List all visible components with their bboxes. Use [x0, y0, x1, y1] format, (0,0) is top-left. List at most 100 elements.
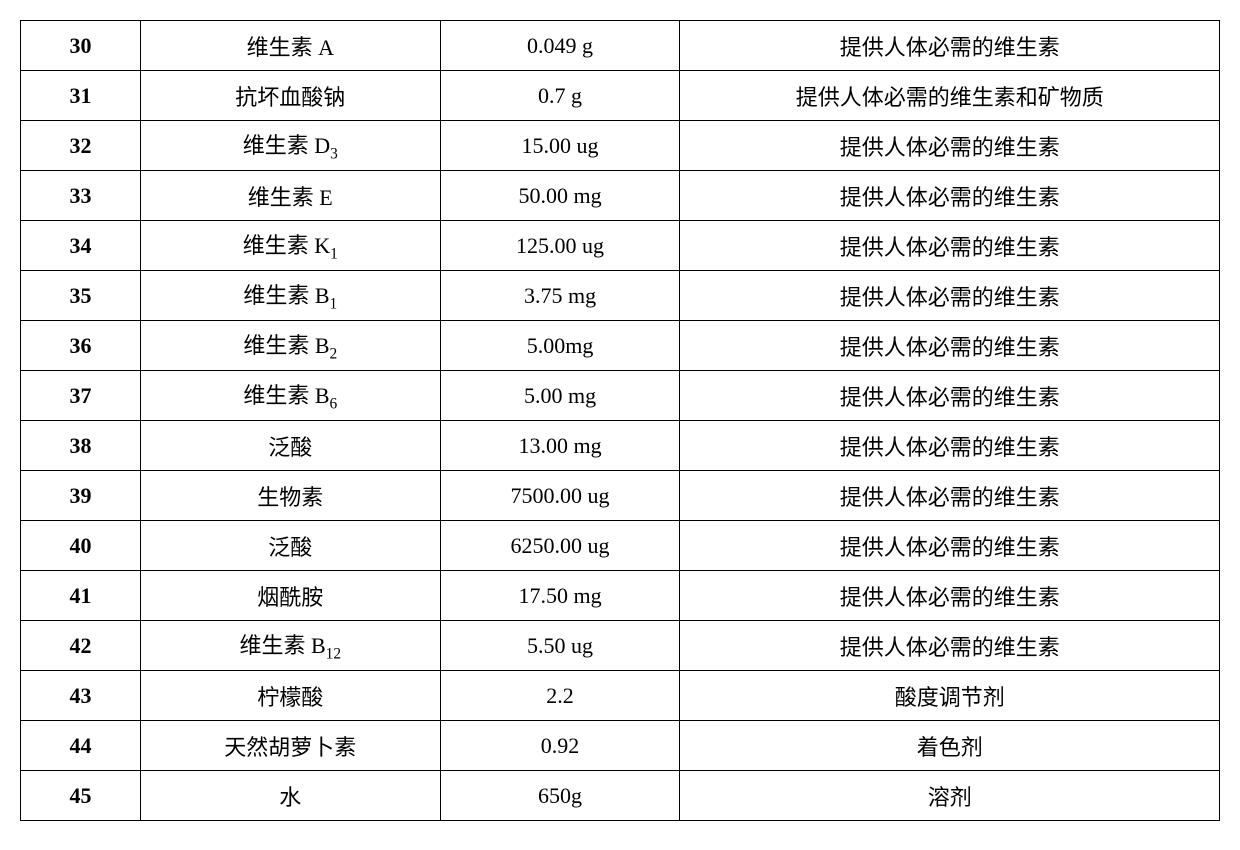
- table-body: 30维生素 A0.049 g提供人体必需的维生素31抗坏血酸钠0.7 g提供人体…: [21, 21, 1220, 821]
- amount: 5.00 mg: [440, 371, 680, 421]
- name-text: 维生素 B: [243, 283, 329, 308]
- name-text: 柠檬酸: [257, 685, 323, 710]
- ingredient-name: 烟酰胺: [140, 571, 440, 621]
- table-row: 30 维生素 A 0.049 g提供人体必需的维生素: [21, 21, 1220, 71]
- row-number: 35: [21, 271, 141, 321]
- row-number: 44: [21, 721, 141, 771]
- table-row: 36维生素 B25.00mg提供人体必需的维生素: [21, 321, 1220, 371]
- description: 提供人体必需的维生素: [680, 471, 1220, 521]
- ingredient-name: 生物素: [140, 471, 440, 521]
- ingredients-table: 30维生素 A0.049 g提供人体必需的维生素31抗坏血酸钠0.7 g提供人体…: [20, 20, 1220, 821]
- table-row: 35维生素 B13.75 mg提供人体必需的维生素: [21, 271, 1220, 321]
- table-row: 41 烟酰胺 17.50 mg提供人体必需的维生素: [21, 571, 1220, 621]
- amount: 50.00 mg: [440, 171, 680, 221]
- name-subscript: 1: [330, 295, 338, 312]
- name-text: 抗坏血酸钠: [235, 85, 345, 110]
- description: 提供人体必需的维生素: [680, 421, 1220, 471]
- table-row: 38泛酸13.00 mg提供人体必需的维生素: [21, 421, 1220, 471]
- description: 酸度调节剂: [680, 671, 1220, 721]
- amount: 15.00 ug: [440, 121, 680, 171]
- table-row: 37维生素 B65.00 mg提供人体必需的维生素: [21, 371, 1220, 421]
- name-subscript: 2: [330, 345, 338, 362]
- row-number: 43: [21, 671, 141, 721]
- description: 提供人体必需的维生素: [680, 271, 1220, 321]
- name-subscript: 1: [330, 245, 338, 262]
- amount: 0.7 g: [440, 71, 680, 121]
- name-text: 维生素 E: [248, 185, 333, 210]
- ingredient-name: 水: [140, 771, 440, 821]
- row-number: 30: [21, 21, 141, 71]
- amount: 0.049 g: [440, 21, 680, 71]
- ingredient-name: 维生素 D3: [140, 121, 440, 171]
- description: 提供人体必需的维生素: [680, 621, 1220, 671]
- row-number: 32: [21, 121, 141, 171]
- description: 提供人体必需的维生素: [680, 321, 1220, 371]
- name-text: 生物素: [257, 485, 323, 510]
- name-text: 维生素 B: [239, 633, 325, 658]
- row-number: 37: [21, 371, 141, 421]
- ingredient-name: 维生素 B6: [140, 371, 440, 421]
- name-text: 泛酸: [268, 435, 312, 460]
- name-subscript: 12: [326, 645, 341, 662]
- description: 提供人体必需的维生素: [680, 121, 1220, 171]
- table-row: 33 维生素 E 50.00 mg提供人体必需的维生素: [21, 171, 1220, 221]
- table-row: 43 柠檬酸 2.2酸度调节剂: [21, 671, 1220, 721]
- name-text: 维生素 B: [243, 383, 329, 408]
- amount: 3.75 mg: [440, 271, 680, 321]
- row-number: 31: [21, 71, 141, 121]
- row-number: 36: [21, 321, 141, 371]
- table-row: 40泛酸6250.00 ug提供人体必需的维生素: [21, 521, 1220, 571]
- name-text: 维生素 K: [243, 233, 330, 258]
- name-text: 维生素 D: [243, 133, 330, 158]
- description: 提供人体必需的维生素: [680, 571, 1220, 621]
- amount: 5.50 ug: [440, 621, 680, 671]
- amount: 6250.00 ug: [440, 521, 680, 571]
- ingredient-name: 柠檬酸: [140, 671, 440, 721]
- description: 溶剂: [680, 771, 1220, 821]
- amount: 17.50 mg: [440, 571, 680, 621]
- ingredient-name: 泛酸: [140, 421, 440, 471]
- ingredient-name: 维生素 E: [140, 171, 440, 221]
- amount: 125.00 ug: [440, 221, 680, 271]
- description: 提供人体必需的维生素: [680, 221, 1220, 271]
- description: 提供人体必需的维生素: [680, 371, 1220, 421]
- row-number: 41: [21, 571, 141, 621]
- row-number: 45: [21, 771, 141, 821]
- amount: 2.2: [440, 671, 680, 721]
- table-row: 32维生素 D315.00 ug提供人体必需的维生素: [21, 121, 1220, 171]
- name-text: 水: [279, 785, 301, 810]
- amount: 0.92: [440, 721, 680, 771]
- name-text: 烟酰胺: [257, 585, 323, 610]
- ingredient-name: 抗坏血酸钠: [140, 71, 440, 121]
- table-row: 39 生物素 7500.00 ug提供人体必需的维生素: [21, 471, 1220, 521]
- row-number: 38: [21, 421, 141, 471]
- name-text: 泛酸: [268, 535, 312, 560]
- ingredient-name: 维生素 B12: [140, 621, 440, 671]
- description: 提供人体必需的维生素: [680, 521, 1220, 571]
- ingredient-name: 维生素 B1: [140, 271, 440, 321]
- ingredient-name: 维生素 B2: [140, 321, 440, 371]
- amount: 650g: [440, 771, 680, 821]
- table-row: 31 抗坏血酸钠 0.7 g提供人体必需的维生素和矿物质: [21, 71, 1220, 121]
- table-row: 34维生素 K1125.00 ug提供人体必需的维生素: [21, 221, 1220, 271]
- name-subscript: 6: [330, 395, 338, 412]
- table-row: 42维生素 B125.50 ug提供人体必需的维生素: [21, 621, 1220, 671]
- description: 提供人体必需的维生素和矿物质: [680, 71, 1220, 121]
- amount: 7500.00 ug: [440, 471, 680, 521]
- description: 提供人体必需的维生素: [680, 21, 1220, 71]
- ingredient-name: 维生素 K1: [140, 221, 440, 271]
- row-number: 39: [21, 471, 141, 521]
- name-text: 天然胡萝卜素: [224, 735, 356, 760]
- row-number: 34: [21, 221, 141, 271]
- description: 着色剂: [680, 721, 1220, 771]
- ingredient-name: 维生素 A: [140, 21, 440, 71]
- row-number: 42: [21, 621, 141, 671]
- name-subscript: 3: [330, 145, 338, 162]
- row-number: 33: [21, 171, 141, 221]
- ingredient-name: 泛酸: [140, 521, 440, 571]
- table-row: 44 天然胡萝卜素 0.92着色剂: [21, 721, 1220, 771]
- ingredient-name: 天然胡萝卜素: [140, 721, 440, 771]
- name-text: 维生素 A: [247, 35, 334, 60]
- description: 提供人体必需的维生素: [680, 171, 1220, 221]
- table-row: 45 水 650g溶剂: [21, 771, 1220, 821]
